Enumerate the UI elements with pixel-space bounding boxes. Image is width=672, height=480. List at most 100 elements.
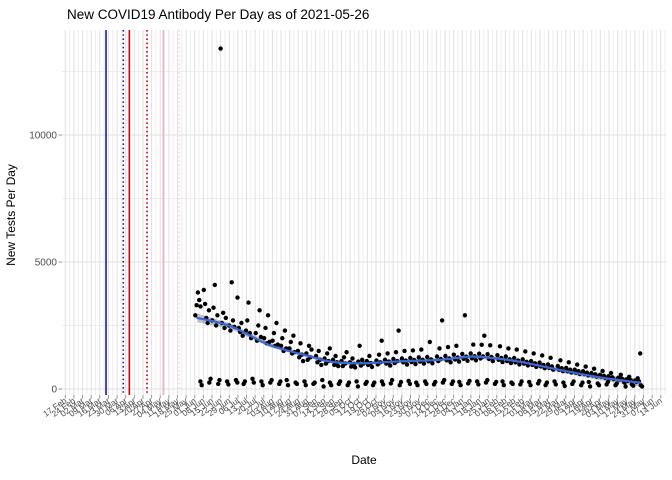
data-point — [485, 377, 490, 383]
data-point — [208, 376, 213, 381]
data-point — [355, 384, 361, 389]
data-point — [288, 339, 293, 345]
y-tick-label: 5000 — [35, 258, 58, 269]
data-point — [303, 383, 308, 388]
data-point — [379, 338, 384, 343]
data-point — [631, 383, 636, 388]
data-point — [514, 347, 519, 352]
data-point — [242, 379, 248, 384]
data-point — [537, 360, 542, 365]
data-point — [211, 305, 216, 310]
data-point — [222, 325, 227, 331]
data-point — [259, 379, 264, 384]
data-point — [473, 358, 479, 363]
data-point — [445, 344, 451, 350]
data-point — [333, 353, 338, 359]
data-point — [479, 342, 484, 347]
data-point — [207, 380, 212, 385]
data-point — [497, 344, 503, 349]
data-point — [213, 323, 219, 328]
data-point — [562, 383, 567, 389]
data-point — [586, 379, 591, 385]
data-point — [531, 351, 536, 356]
data-point — [416, 355, 421, 360]
data-point — [561, 380, 566, 385]
data-point — [337, 379, 343, 384]
data-point — [404, 362, 410, 367]
data-point — [467, 378, 472, 384]
data-point — [503, 354, 508, 359]
data-point — [217, 377, 222, 383]
data-point — [369, 364, 375, 370]
data-point — [627, 374, 632, 379]
x-axis-title: Date — [351, 453, 377, 467]
data-point — [437, 346, 442, 351]
data-point — [456, 359, 462, 364]
data-point — [388, 363, 393, 368]
y-tick-label: 10000 — [29, 131, 57, 142]
data-point — [262, 336, 267, 341]
data-point — [235, 295, 240, 300]
data-point — [287, 346, 292, 351]
data-point — [278, 343, 284, 348]
data-point — [215, 313, 220, 318]
data-point — [433, 379, 438, 385]
data-point — [462, 313, 468, 318]
data-point — [424, 381, 429, 387]
data-point — [270, 338, 275, 343]
data-point — [263, 325, 268, 331]
data-point — [476, 382, 481, 387]
data-point — [271, 330, 277, 336]
data-point — [258, 334, 264, 340]
data-point — [575, 362, 580, 367]
data-point — [385, 351, 390, 356]
data-point — [402, 348, 407, 354]
data-point — [212, 282, 217, 288]
data-point — [427, 339, 432, 345]
data-point — [399, 356, 405, 361]
data-point — [381, 382, 386, 387]
data-point — [256, 323, 261, 328]
data-point — [195, 290, 201, 295]
data-point — [393, 350, 399, 355]
data-point — [471, 342, 476, 347]
data-point — [508, 360, 514, 366]
data-point — [580, 380, 585, 385]
data-point — [216, 381, 221, 387]
data-point — [329, 383, 334, 388]
data-point — [228, 328, 233, 333]
data-point — [327, 346, 332, 351]
data-point — [528, 383, 533, 388]
data-point — [583, 364, 588, 369]
data-point — [251, 380, 256, 385]
data-point — [608, 370, 614, 376]
data-point — [571, 379, 576, 384]
data-point — [500, 379, 505, 384]
data-point — [451, 352, 456, 357]
data-point — [198, 304, 203, 309]
data-point — [240, 333, 245, 338]
data-point — [367, 353, 372, 359]
data-point — [344, 350, 349, 355]
data-point — [309, 347, 314, 352]
data-point — [490, 358, 495, 364]
data-point — [482, 333, 487, 338]
major-gridlines — [62, 30, 666, 395]
data-point — [325, 351, 330, 356]
data-point — [468, 351, 473, 356]
data-point — [354, 379, 359, 384]
data-point — [284, 377, 289, 383]
y-axis-title: New Tests Per Day — [4, 164, 18, 266]
data-point — [639, 384, 645, 389]
data-point — [397, 383, 402, 388]
data-point — [278, 379, 283, 384]
data-point — [229, 280, 234, 285]
data-point — [246, 300, 251, 305]
data-point — [408, 355, 413, 361]
data-point — [494, 379, 499, 385]
data-point — [488, 343, 493, 348]
data-point — [245, 318, 250, 323]
data-point — [527, 379, 532, 385]
data-point — [235, 380, 240, 385]
